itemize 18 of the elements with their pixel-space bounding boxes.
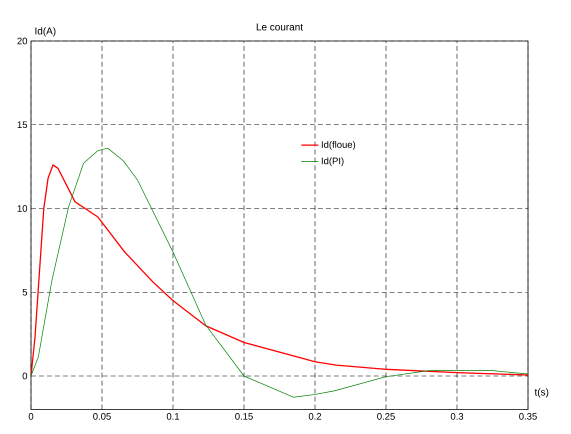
y-tick-label: 20	[17, 38, 28, 44]
x-tick-label: 0.25	[377, 413, 395, 420]
y-tick-label: 0	[22, 372, 28, 380]
chart-title: Le courant	[256, 24, 303, 30]
x-tick-label: 0.15	[235, 413, 253, 420]
x-tick-label: 0.1	[166, 413, 180, 420]
legend-label: Id(floue)	[322, 140, 356, 150]
x-tick-label: 0.2	[308, 413, 322, 420]
y-tick-label: 15	[18, 121, 28, 128]
legend-label: Id(PI)	[322, 157, 344, 166]
y-tick-label: 10	[18, 205, 28, 212]
x-tick-label: 0.05	[93, 413, 111, 420]
x-tick-label: 0.35	[519, 413, 537, 420]
y-axis-title: Id(A)	[35, 27, 56, 36]
x-tick-label: 0.3	[450, 413, 464, 420]
x-axis-title: t(s)	[534, 388, 548, 398]
x-tick-label: 0	[28, 413, 34, 420]
y-tick-label: 5	[22, 288, 28, 296]
